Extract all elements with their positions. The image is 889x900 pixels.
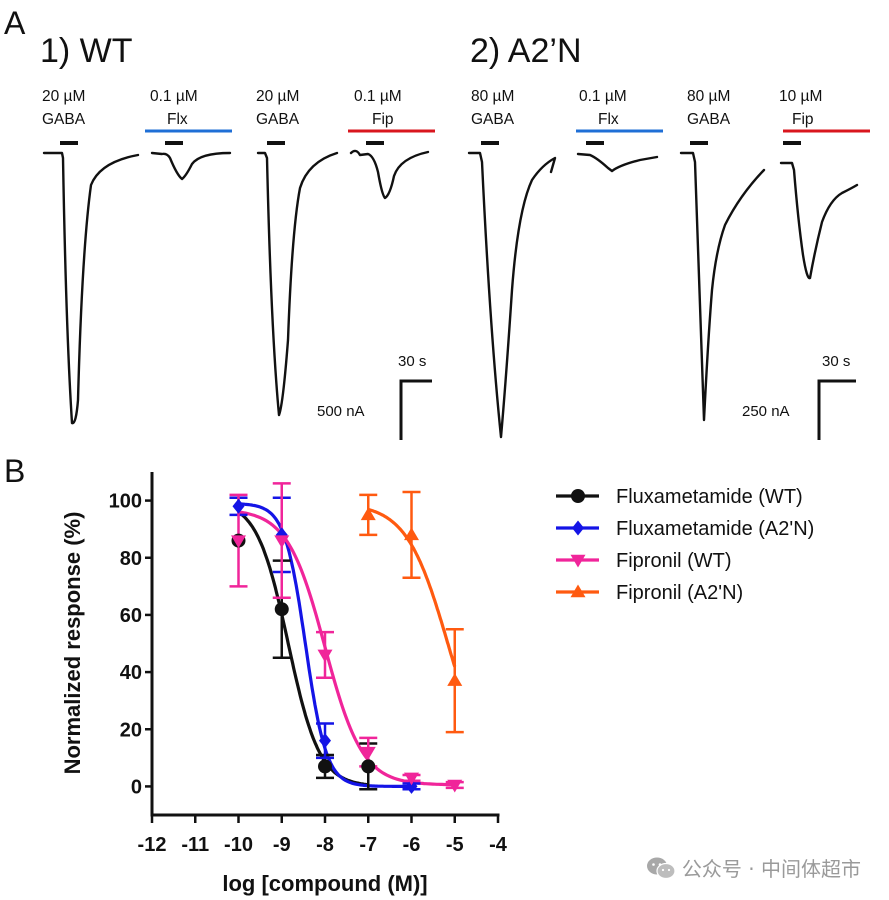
scale-current-label: 250 nA <box>742 403 790 420</box>
wechat-icon <box>646 857 676 879</box>
watermark-text: 公众号 · 中间体超市 <box>681 857 861 881</box>
x-axis-title: log [compound (M)] <box>222 871 427 896</box>
legend-label: Fipronil (A2'N) <box>616 582 743 604</box>
recording-compound: Fip <box>372 111 394 128</box>
x-tick-label: -6 <box>403 834 421 856</box>
trace-a2n-fip <box>779 161 859 280</box>
x-ticks: -12 -11 -10 -9 -8 -7 -6 -5 -4 <box>138 815 508 856</box>
wt-condition-title: 1) WT <box>40 32 133 70</box>
data-point <box>231 535 246 549</box>
legend-marker <box>570 554 586 568</box>
y-axis-title: Normalized response (%) <box>60 512 85 775</box>
data-point <box>318 759 332 774</box>
recording-compound: GABA <box>42 111 86 128</box>
legend-label: Fluxametamide (A2'N) <box>616 518 814 540</box>
recording-compound: Flx <box>167 111 188 128</box>
x-tick-label: -5 <box>446 834 464 856</box>
legend-marker <box>571 489 585 503</box>
recording-conc: 80 µM <box>471 88 514 105</box>
data-point <box>361 759 376 774</box>
data-point <box>319 733 331 749</box>
legend-label: Fipronil (WT) <box>616 550 732 572</box>
trace-a2n-flx <box>576 152 659 173</box>
x-tick-label: -7 <box>359 834 377 856</box>
recording-compound: Fip <box>792 111 814 128</box>
trace-wt-gaba-2 <box>256 151 339 417</box>
x-tick-label: -9 <box>273 834 291 856</box>
current-traces <box>42 149 859 439</box>
fit-curve <box>238 510 455 787</box>
a2n-recording-labels: 80 µM GABA 0.1 µM Flx 80 µM GABA 10 µM F… <box>471 88 822 128</box>
trace-wt-fip <box>349 149 430 200</box>
watermark: 公众号 · 中间体超市 <box>646 853 861 882</box>
data-point <box>405 778 418 794</box>
recording-compound: GABA <box>256 111 300 128</box>
data-point <box>232 498 245 514</box>
x-tick-label: -8 <box>316 834 334 856</box>
x-tick-label: -11 <box>181 834 209 856</box>
recording-conc: 0.1 µM <box>354 88 402 105</box>
panel-b-letter: B <box>4 453 25 489</box>
fit-curves <box>237 502 457 788</box>
legend-marker <box>570 584 586 598</box>
data-markers <box>231 498 463 794</box>
scale-time-label: 30 s <box>822 353 850 370</box>
dose-response-plot: 0 20 40 60 80 100 -12 -11 -10 -9 -8 -7 -6 -5 -4 Norma… <box>60 472 508 896</box>
data-point <box>274 602 289 617</box>
error-bars <box>229 482 464 791</box>
data-point <box>404 772 419 786</box>
legend-marker <box>572 520 584 536</box>
x-tick-label: -10 <box>224 834 253 856</box>
scale-time-label: 30 s <box>398 353 426 370</box>
y-tick-label: 20 <box>120 719 142 741</box>
scale-bar-a2n: 30 s 250 nA <box>742 353 856 440</box>
y-tick-label: 40 <box>120 662 142 684</box>
data-point <box>447 673 463 686</box>
a2n-condition-title: 2) A2’N <box>470 32 582 70</box>
recording-conc: 80 µM <box>687 88 730 105</box>
y-tick-label: 80 <box>120 548 142 570</box>
scale-bar-wt: 30 s 500 nA <box>317 353 432 440</box>
trace-a2n-gaba-2 <box>679 151 766 422</box>
y-tick-label: 0 <box>131 776 142 798</box>
y-ticks: 0 20 40 60 80 100 <box>109 491 152 798</box>
panel-a-letter: A <box>4 5 26 41</box>
trace-wt-gaba-1 <box>42 151 140 425</box>
recording-conc: 10 µM <box>779 88 822 105</box>
wt-recording-labels: 20 µM GABA 0.1 µM Flx 20 µM GABA 0.1 µM … <box>42 88 402 128</box>
data-point <box>404 527 419 541</box>
trace-wt-flx <box>150 151 232 181</box>
recording-conc: 0.1 µM <box>150 88 198 105</box>
recording-compound: GABA <box>687 111 731 128</box>
data-point <box>447 779 463 793</box>
fit-curve <box>237 510 369 787</box>
data-point <box>360 507 376 521</box>
data-point <box>360 746 376 760</box>
x-tick-label: -12 <box>138 834 167 856</box>
legend-label: Fluxametamide (WT) <box>616 486 803 508</box>
recording-conc: 0.1 µM <box>579 88 627 105</box>
recording-compound: GABA <box>471 111 515 128</box>
data-point <box>274 535 290 549</box>
trace-a2n-gaba-1 <box>467 151 557 439</box>
recording-compound: Flx <box>598 111 619 128</box>
legend: Fluxametamide (WT) Fluxametamide (A2'N) Fi… <box>556 486 814 604</box>
recording-conc: 20 µM <box>42 88 85 105</box>
y-tick-label: 60 <box>120 605 142 627</box>
data-point <box>317 649 333 663</box>
scale-current-label: 500 nA <box>317 403 365 420</box>
y-tick-label: 100 <box>109 491 142 513</box>
recording-conc: 20 µM <box>256 88 299 105</box>
x-tick-label: -4 <box>489 834 508 856</box>
